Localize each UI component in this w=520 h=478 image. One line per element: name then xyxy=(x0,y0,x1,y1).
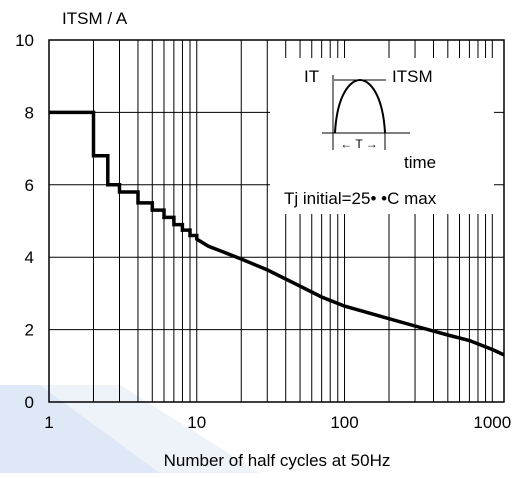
y-tick-label: 10 xyxy=(15,31,34,50)
y-tick-label: 4 xyxy=(25,248,34,267)
label-it: IT xyxy=(304,67,319,86)
tick-labels: 1 10 100 1000 0 2 4 6 8 10 xyxy=(15,31,511,432)
label-itsm: ITSM xyxy=(392,67,433,86)
x-tick-label: 100 xyxy=(330,413,358,432)
series-layer xyxy=(49,110,505,357)
series-line xyxy=(49,110,505,357)
plot-frame xyxy=(48,39,505,403)
pulse-inset: IT ITSM ← T → time Tj initial=25• •C max xyxy=(270,58,494,214)
x-axis-label: Number of half cycles at 50Hz xyxy=(164,451,391,470)
x-tick-label: 1000 xyxy=(473,413,511,432)
y-axis-label: ITSM / A xyxy=(62,9,128,28)
inset-background xyxy=(270,58,494,214)
inset-half-sine xyxy=(334,78,386,134)
y-tick-label: 8 xyxy=(25,103,34,122)
condition-label: Tj initial=25• •C max xyxy=(284,189,437,208)
time-label: time xyxy=(404,153,436,172)
y-tick-label: 0 xyxy=(25,393,34,412)
y-tick-label: 6 xyxy=(25,176,34,195)
period-label: ← T → xyxy=(340,137,378,151)
x-tick-label: 1 xyxy=(44,413,53,432)
watermark-stripe xyxy=(0,385,160,473)
x-tick-label: 10 xyxy=(187,413,206,432)
watermark-stripe-2 xyxy=(40,385,260,473)
y-tick-label: 2 xyxy=(25,321,34,340)
